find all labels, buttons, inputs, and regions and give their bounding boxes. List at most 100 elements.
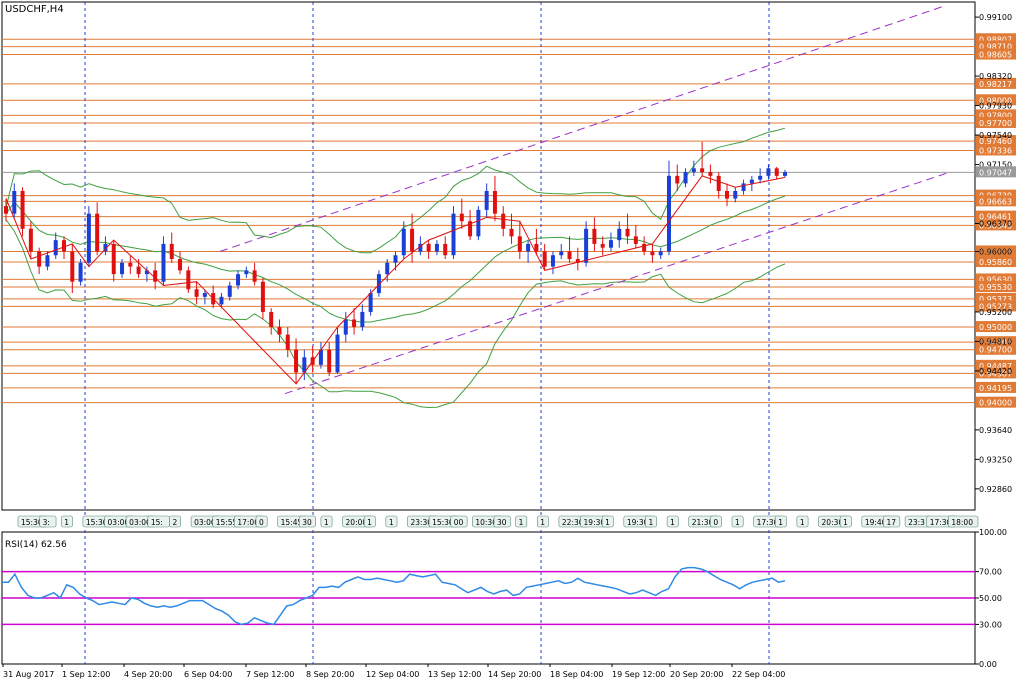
candle-body bbox=[733, 190, 738, 199]
level-label-bg bbox=[976, 144, 1016, 156]
level-label-bg bbox=[976, 359, 1016, 371]
time-label-bg bbox=[385, 515, 398, 528]
time-label-bg bbox=[515, 515, 528, 528]
candle-body bbox=[128, 262, 133, 267]
candle-body bbox=[650, 251, 655, 256]
candle-body bbox=[584, 228, 589, 263]
level-label-bg bbox=[976, 219, 1016, 231]
candle-body bbox=[70, 251, 75, 282]
level-label-bg bbox=[976, 343, 1016, 355]
time-label: 0 bbox=[713, 518, 718, 527]
candle-body bbox=[509, 228, 514, 237]
time-label-bg bbox=[839, 515, 852, 528]
x-tick-label: 12 Sep 04:00 bbox=[366, 670, 419, 679]
candle-body bbox=[178, 259, 183, 271]
time-label: 1 bbox=[843, 518, 848, 527]
level-label: 0.98605 bbox=[979, 51, 1012, 60]
level-label: 0.96663 bbox=[979, 197, 1012, 206]
time-label-bg bbox=[450, 515, 468, 528]
level-label-bg bbox=[976, 256, 1016, 268]
level-label: 0.95373 bbox=[979, 295, 1012, 304]
candle-body bbox=[592, 228, 597, 244]
channel-upper bbox=[219, 5, 946, 252]
bollinger-middle bbox=[5, 195, 786, 323]
time-label: 15:45 bbox=[281, 518, 303, 527]
x-tick-label: 31 Aug 2017 bbox=[3, 670, 54, 679]
level-label-bg bbox=[976, 135, 1016, 147]
candle-body bbox=[343, 319, 348, 335]
time-label-bg bbox=[363, 515, 376, 528]
candle-body bbox=[708, 172, 713, 176]
y-tick-label: 0.97540 bbox=[979, 131, 1012, 140]
level-label: 0.98710 bbox=[979, 43, 1012, 52]
rsi-label: RSI(14) 62.56 bbox=[5, 540, 67, 550]
time-label-bg bbox=[169, 515, 181, 528]
y-tick-label: 0.96000 bbox=[979, 247, 1012, 256]
candle-body bbox=[783, 172, 787, 176]
level-label-bg bbox=[976, 245, 1016, 257]
level-label-bg bbox=[976, 33, 1016, 45]
level-label: 0.97800 bbox=[979, 111, 1012, 120]
candle-body bbox=[741, 183, 746, 191]
time-label: 1 bbox=[735, 518, 740, 527]
time-label-bg bbox=[948, 515, 979, 528]
candle-body bbox=[260, 281, 265, 312]
time-label: 03:00 bbox=[194, 518, 216, 527]
candle-body bbox=[111, 243, 116, 275]
y-tick-label: 0.93640 bbox=[979, 426, 1012, 435]
time-label: 19:30 bbox=[584, 518, 606, 527]
time-label: 20:00 bbox=[346, 518, 368, 527]
rsi-y-tick-label: 100.00 bbox=[979, 528, 1007, 537]
time-label: 15:55 bbox=[216, 518, 238, 527]
candle-body bbox=[194, 289, 199, 297]
candle-body bbox=[575, 259, 580, 263]
candle-body bbox=[269, 311, 274, 328]
level-label-bg bbox=[976, 116, 1016, 128]
candle-body bbox=[683, 172, 688, 184]
candle-body bbox=[434, 243, 439, 252]
time-label-bg bbox=[645, 515, 657, 528]
candle-body bbox=[136, 266, 141, 275]
time-label-bg bbox=[666, 515, 679, 528]
candle-body bbox=[774, 168, 779, 176]
candle-body bbox=[277, 327, 282, 335]
rsi-line bbox=[2, 566, 786, 626]
time-label-bg bbox=[731, 515, 744, 528]
level-label: 0.95273 bbox=[979, 302, 1012, 311]
bollinger-upper bbox=[5, 127, 786, 254]
time-label: 1 bbox=[389, 518, 394, 527]
candle-body bbox=[252, 270, 257, 282]
candle-body bbox=[608, 240, 613, 248]
candle-body bbox=[559, 251, 564, 256]
y-tick-label: 0.92860 bbox=[979, 485, 1012, 494]
x-tick-label: 8 Sep 20:00 bbox=[306, 670, 354, 679]
candle-body bbox=[749, 179, 754, 184]
time-label: 1 bbox=[324, 518, 329, 527]
candle-body bbox=[459, 213, 464, 222]
symbol-title: USDCHF,H4 bbox=[5, 4, 64, 15]
level-label-bg bbox=[976, 321, 1016, 333]
level-label-bg bbox=[976, 280, 1016, 292]
candle-body bbox=[285, 334, 290, 350]
level-label: 0.96000 bbox=[979, 247, 1012, 256]
time-label-bg bbox=[536, 515, 549, 528]
y-tick-label: 0.95200 bbox=[979, 308, 1012, 317]
level-label: 0.95530 bbox=[979, 283, 1012, 292]
time-label-bg bbox=[796, 515, 809, 528]
candle-body bbox=[144, 270, 149, 275]
x-tick-label: 20 Sep 20:00 bbox=[670, 670, 723, 679]
time-label: 17:30 bbox=[757, 518, 779, 527]
candle-body bbox=[492, 190, 497, 214]
level-label: 0.94000 bbox=[979, 399, 1012, 408]
level-label-bg bbox=[976, 48, 1016, 60]
zigzag-line bbox=[5, 175, 786, 385]
x-tick-label: 7 Sep 12:00 bbox=[246, 670, 294, 679]
candle-body bbox=[86, 213, 91, 263]
candle-body bbox=[20, 190, 25, 229]
time-label: 1 bbox=[519, 518, 524, 527]
candle-body bbox=[12, 190, 17, 214]
time-label-bg bbox=[774, 515, 787, 528]
y-tick-label: 0.96370 bbox=[979, 219, 1012, 228]
x-tick-label: 19 Sep 12:00 bbox=[612, 670, 665, 679]
